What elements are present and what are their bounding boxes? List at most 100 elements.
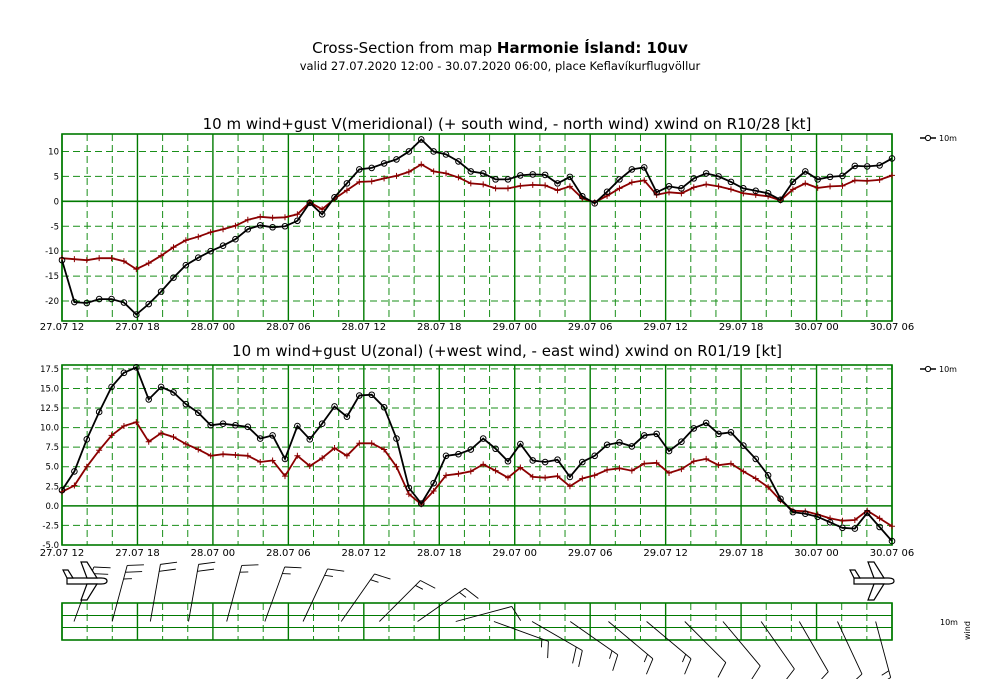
x-tick-label: 29.07 00: [492, 322, 537, 333]
gust-point: [232, 452, 239, 458]
gust-point: [554, 187, 561, 194]
wind-point: [83, 436, 91, 443]
gust-point: [529, 473, 536, 480]
wind-point: [467, 446, 475, 453]
wind-barb: [875, 621, 892, 679]
barb-feather: [159, 568, 176, 572]
legend-marker: [924, 134, 932, 142]
gust-point: [727, 460, 734, 467]
wind-point: [814, 176, 821, 183]
wind-point: [244, 225, 252, 233]
gust-point: [368, 178, 375, 185]
wind-barb: [646, 621, 692, 675]
wind-point: [318, 210, 326, 218]
wind-point: [863, 509, 871, 517]
y-tick-label: 10.0: [40, 424, 59, 434]
wind-barb: [608, 621, 654, 675]
gust-point: [628, 467, 635, 474]
barb-staff: [837, 621, 863, 675]
x-tick-label: 28.07 06: [266, 322, 311, 333]
wind-point: [95, 295, 103, 303]
gust-point: [839, 182, 846, 189]
barb-feather: [684, 658, 692, 675]
gust-point: [368, 440, 375, 447]
gust-point: [319, 455, 326, 462]
barb-feather: [645, 658, 654, 675]
gust-point: [467, 180, 474, 187]
page-title: Cross-Section from map Harmonie Ísland: …: [0, 38, 1000, 58]
wind-point: [517, 172, 524, 179]
wind-point: [517, 440, 524, 448]
wind-point: [306, 199, 314, 207]
x-tick-label: 28.07 00: [191, 322, 236, 333]
wind-barb: [493, 621, 549, 659]
x-tick-label: 27.07 12: [40, 548, 85, 559]
barb-staff: [417, 587, 466, 622]
barb-staff: [264, 566, 286, 622]
gust-point: [430, 488, 437, 494]
gust-point: [133, 266, 140, 273]
barb-staff: [226, 565, 243, 622]
barb-staff: [722, 621, 761, 667]
wind-point: [653, 430, 660, 438]
barb-staff: [569, 621, 619, 656]
wind-point: [356, 166, 363, 173]
legend-marker: [924, 365, 932, 373]
barb-feather: [786, 668, 795, 679]
gust-point: [542, 182, 549, 189]
wind-point: [826, 173, 834, 181]
panel-2-grid: [61, 364, 893, 546]
wind-point: [740, 185, 747, 192]
gust-point: [641, 460, 648, 467]
gust-point: [678, 466, 685, 473]
barb-half-feather: [643, 654, 648, 663]
gust-point: [715, 462, 722, 469]
barb-feather: [241, 564, 259, 566]
gust-point: [182, 441, 189, 448]
gust-point: [343, 187, 350, 194]
barb-staff: [760, 621, 795, 670]
barb-feather: [284, 566, 302, 569]
gust-point: [96, 447, 103, 454]
wind-point: [281, 455, 289, 463]
wind-point: [777, 495, 784, 503]
wind-point: [690, 175, 698, 182]
barb-half-feather: [682, 654, 687, 663]
gust-point: [703, 181, 710, 188]
gust-point: [480, 181, 487, 188]
wind-point: [752, 455, 760, 463]
wind-point: [492, 445, 499, 453]
y-tick-label: 0: [54, 197, 59, 207]
wind-point: [368, 164, 376, 172]
wind-point: [665, 447, 673, 455]
gust-point: [789, 186, 796, 193]
wind-point: [554, 180, 561, 187]
wind-point: [851, 525, 859, 532]
gust-point: [83, 463, 90, 470]
x-tick-label: 29.07 06: [568, 548, 613, 559]
gust-point: [418, 161, 425, 168]
gust-point: [405, 491, 412, 498]
gust-point: [467, 468, 474, 475]
gust-point: [517, 182, 524, 189]
gust-point: [71, 256, 78, 263]
gust-point: [492, 467, 499, 474]
wind-point: [752, 187, 760, 195]
gust-point: [876, 515, 883, 522]
wind-point: [578, 458, 586, 466]
gust-point: [244, 452, 251, 459]
gust-point: [666, 470, 673, 476]
wind-point: [566, 473, 574, 481]
barb-staff: [875, 621, 892, 678]
gust-point: [814, 184, 821, 191]
wind-point: [393, 156, 400, 163]
gust-point: [145, 438, 152, 445]
barb-feather: [464, 587, 479, 599]
wind-point: [232, 421, 239, 429]
wind-point: [58, 256, 66, 264]
gust-point: [306, 462, 313, 469]
wind-point: [442, 452, 450, 460]
x-tick-label: 28.07 00: [191, 548, 236, 559]
wind-point: [207, 421, 214, 429]
